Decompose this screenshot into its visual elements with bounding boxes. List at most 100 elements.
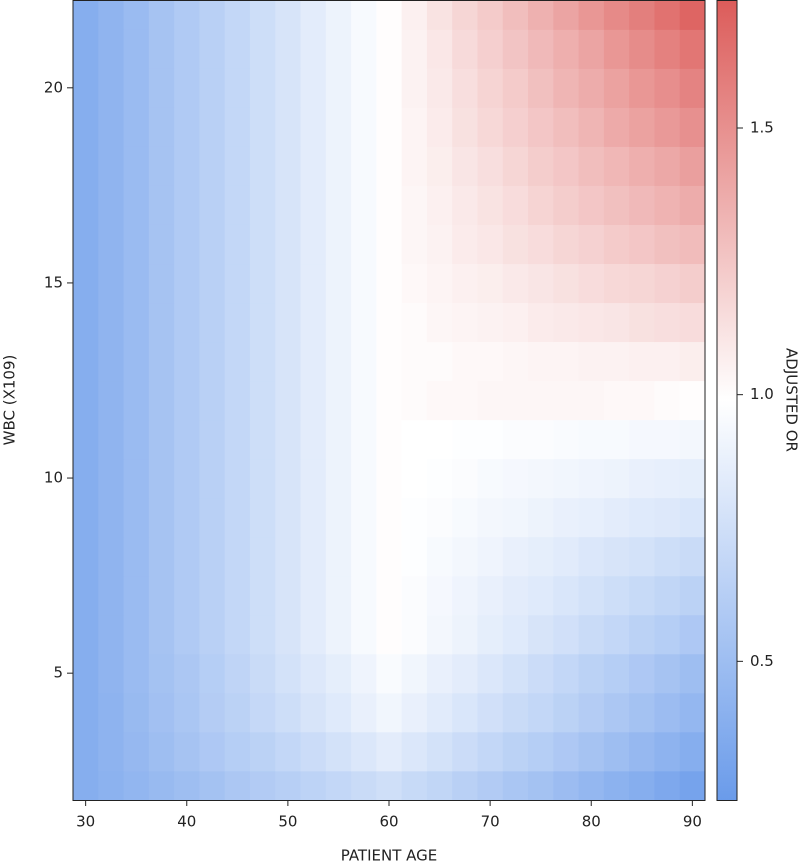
heatmap-cell <box>603 146 630 186</box>
heatmap-cell <box>679 263 705 304</box>
heatmap-cell <box>553 0 580 30</box>
heatmap-cell <box>654 614 681 655</box>
heatmap-cell <box>376 29 403 69</box>
heatmap-cell <box>629 224 656 265</box>
heatmap-cell <box>679 68 705 108</box>
heatmap-cell <box>98 419 125 460</box>
heatmap-cell <box>148 224 175 265</box>
heatmap-cell <box>174 224 200 265</box>
heatmap-cell <box>98 692 125 733</box>
heatmap-cell <box>249 419 276 460</box>
heatmap-cell <box>654 497 681 538</box>
heatmap-cell <box>452 0 479 30</box>
heatmap-cell <box>249 185 276 225</box>
heatmap-cell <box>325 536 352 577</box>
heatmap-cell <box>123 692 150 733</box>
heatmap-cell <box>679 224 705 265</box>
heatmap-cell <box>351 107 377 147</box>
heatmap-cell <box>98 770 125 800</box>
heatmap-cell <box>148 302 175 343</box>
heatmap-cell <box>679 302 705 343</box>
heatmap-cell <box>426 692 453 733</box>
heatmap-cell <box>679 341 705 382</box>
heatmap-cell <box>148 146 175 186</box>
heatmap-cell <box>401 107 428 147</box>
heatmap-cell <box>224 341 251 382</box>
heatmap-cell <box>73 497 99 538</box>
heatmap-cell <box>401 692 428 733</box>
heatmap-cell <box>452 731 479 772</box>
heatmap-cell <box>73 731 99 772</box>
heatmap-cell <box>528 224 554 265</box>
heatmap-cell <box>199 380 226 421</box>
heatmap-cell <box>578 107 605 147</box>
heatmap-cell <box>376 692 403 733</box>
heatmap-cell <box>426 575 453 616</box>
heatmap-cell <box>73 107 99 147</box>
heatmap-cell <box>477 302 504 343</box>
heatmap-cell <box>528 536 554 577</box>
x-tick-label: 80 <box>582 813 601 831</box>
heatmap-cell <box>123 263 150 304</box>
heatmap-cell <box>528 419 554 460</box>
heatmap-cell <box>578 536 605 577</box>
heatmap-cell <box>679 692 705 733</box>
heatmap-cell <box>654 29 681 69</box>
heatmap-cell <box>123 536 150 577</box>
colorbar-tick-label: 1.5 <box>750 119 774 137</box>
heatmap-cell <box>553 341 580 382</box>
heatmap-cell <box>98 146 125 186</box>
heatmap-cell <box>426 536 453 577</box>
heatmap-cell <box>502 653 529 694</box>
heatmap-cell <box>553 263 580 304</box>
heatmap-cell <box>199 29 226 69</box>
heatmap-cell <box>528 29 554 69</box>
heatmap-cell <box>502 770 529 800</box>
heatmap-cell <box>174 653 200 694</box>
heatmap-cell <box>199 68 226 108</box>
heatmap-cell <box>376 380 403 421</box>
heatmap-cell <box>73 146 99 186</box>
heatmap-cell <box>578 263 605 304</box>
heatmap-cell <box>401 302 428 343</box>
heatmap-cell <box>452 575 479 616</box>
heatmap-cell <box>629 68 656 108</box>
heatmap-cell <box>654 263 681 304</box>
heatmap-cell <box>426 770 453 800</box>
heatmap-cell <box>553 653 580 694</box>
x-tick-label: 60 <box>379 813 398 831</box>
heatmap-cell <box>578 302 605 343</box>
heatmap-cell <box>199 341 226 382</box>
heatmap-cell <box>351 458 377 499</box>
heatmap-cell <box>174 692 200 733</box>
heatmap-cell <box>578 653 605 694</box>
heatmap-cell <box>174 614 200 655</box>
heatmap-cell <box>629 0 656 30</box>
heatmap-cell <box>123 224 150 265</box>
heatmap-cell <box>351 302 377 343</box>
heatmap-cell <box>73 692 99 733</box>
heatmap-cell <box>224 419 251 460</box>
heatmap-cell <box>174 731 200 772</box>
heatmap-cell <box>401 146 428 186</box>
heatmap-cell <box>452 419 479 460</box>
heatmap-cell <box>275 302 302 343</box>
heatmap-cell <box>426 146 453 186</box>
heatmap-cell <box>174 0 200 30</box>
heatmap-cell <box>426 731 453 772</box>
heatmap-cell <box>679 0 705 30</box>
heatmap-cell <box>578 575 605 616</box>
heatmap-cell <box>249 458 276 499</box>
heatmap-cell <box>224 302 251 343</box>
heatmap-cell <box>376 458 403 499</box>
heatmap-cell <box>275 29 302 69</box>
heatmap-cell <box>73 185 99 225</box>
heatmap-cell <box>73 29 99 69</box>
heatmap-cell <box>249 536 276 577</box>
heatmap-cell <box>148 341 175 382</box>
x-axis-label: PATIENT AGE <box>341 847 438 865</box>
heatmap-cell <box>300 380 327 421</box>
heatmap-cell <box>325 770 352 800</box>
heatmap-cell <box>174 575 200 616</box>
heatmap-cell <box>477 497 504 538</box>
